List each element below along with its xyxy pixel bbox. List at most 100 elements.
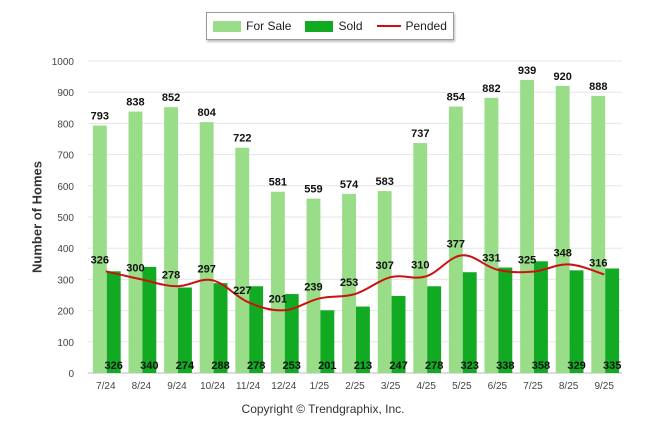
- data-label-pended: 316: [589, 257, 607, 269]
- legend-swatch-for-sale: [213, 20, 242, 32]
- bar-for-sale: [377, 191, 392, 373]
- bar-sold: [106, 271, 121, 373]
- bar-for-sale: [484, 97, 499, 373]
- line-pended: [105, 254, 605, 312]
- x-tick-label: 7/25: [523, 381, 543, 392]
- legend-item-pended[interactable]: Pended: [376, 19, 447, 33]
- data-label-pended: 201: [269, 293, 287, 305]
- bar-sold: [427, 286, 442, 373]
- bar-sold: [320, 310, 335, 373]
- bar-sold: [213, 283, 228, 373]
- data-label-pended: 297: [197, 263, 215, 275]
- legend-item-sold[interactable]: Sold: [305, 19, 363, 33]
- data-label-sold: 323: [461, 360, 479, 372]
- data-label-for-sale: 583: [375, 176, 393, 188]
- data-label-pended: 253: [340, 277, 358, 289]
- data-label-pended: 326: [91, 254, 109, 266]
- data-label-pended: 307: [375, 260, 393, 272]
- data-label-sold: 213: [354, 360, 372, 372]
- data-label-sold: 278: [247, 360, 265, 372]
- data-label-pended: 239: [304, 281, 322, 293]
- x-tick-label: 6/25: [488, 381, 508, 392]
- legend-swatch-sold: [305, 20, 334, 32]
- legend-swatch-pended: [376, 25, 401, 27]
- data-label-pended: 348: [553, 247, 571, 259]
- data-label-sold: 278: [425, 360, 443, 372]
- x-tick-label: 9/24: [167, 381, 187, 392]
- data-label-pended: 377: [447, 238, 465, 250]
- x-tick-label: 4/25: [416, 381, 436, 392]
- bar-for-sale: [342, 193, 356, 373]
- bar-sold: [534, 261, 548, 373]
- y-tick-label: 500: [57, 213, 74, 224]
- data-label-pended: 325: [518, 255, 536, 267]
- legend-label-sold: Sold: [338, 19, 363, 33]
- data-label-sold: 358: [532, 360, 550, 372]
- bar-sold: [356, 306, 370, 373]
- bar-for-sale: [413, 143, 428, 373]
- data-label-sold: 288: [211, 360, 229, 372]
- bar-sold: [284, 294, 299, 373]
- x-tick-label: 3/25: [381, 381, 401, 392]
- y-axis-title: Number of Homes: [29, 161, 45, 273]
- bar-for-sale: [235, 147, 250, 373]
- data-label-sold: 329: [567, 360, 585, 372]
- bar-for-sale: [92, 125, 107, 373]
- y-tick-label: 800: [57, 119, 74, 130]
- bar-sold: [391, 295, 406, 373]
- bar-sold: [498, 267, 513, 373]
- x-tick-label: 12/24: [271, 381, 296, 392]
- bar-sold: [142, 266, 157, 373]
- data-label-for-sale: 574: [340, 179, 359, 191]
- legend-label-for-sale: For Sale: [246, 19, 292, 33]
- y-tick-label: 400: [57, 244, 74, 255]
- bar-for-sale: [591, 95, 606, 373]
- bar-sold: [462, 272, 477, 373]
- data-label-pended: 300: [126, 262, 144, 274]
- data-label-sold: 326: [105, 360, 123, 372]
- y-tick-label: 300: [57, 275, 74, 286]
- x-tick-label: 1/25: [310, 381, 330, 392]
- data-label-for-sale: 852: [162, 92, 180, 104]
- bar-sold: [569, 270, 584, 373]
- data-label-sold: 247: [389, 360, 407, 372]
- y-tick-label: 1000: [52, 57, 75, 68]
- bar-for-sale: [448, 106, 463, 373]
- data-label-for-sale: 722: [233, 133, 251, 145]
- y-tick-label: 900: [57, 88, 74, 99]
- data-label-pended: 310: [411, 259, 429, 271]
- y-tick-label: 600: [57, 182, 74, 193]
- data-label-for-sale: 737: [411, 128, 429, 140]
- data-label-pended: 331: [482, 253, 500, 265]
- data-label-for-sale: 793: [91, 111, 109, 123]
- x-tick-label: 5/25: [452, 381, 472, 392]
- bar-sold: [605, 268, 620, 373]
- data-label-pended: 227: [233, 285, 251, 297]
- x-tick-label: 9/25: [594, 381, 614, 392]
- legend-label-pended: Pended: [405, 19, 447, 33]
- data-label-sold: 274: [176, 360, 195, 372]
- data-label-for-sale: 854: [447, 92, 466, 104]
- x-tick-label: 7/24: [96, 381, 116, 392]
- data-label-sold: 253: [283, 360, 301, 372]
- chart-legend: For Sale Sold Pended: [206, 12, 454, 40]
- y-tick-label: 700: [57, 151, 74, 162]
- data-label-for-sale: 882: [482, 83, 500, 95]
- bar-for-sale: [520, 80, 534, 374]
- y-tick-label: 200: [57, 307, 74, 318]
- data-label-for-sale: 581: [269, 177, 287, 189]
- bar-for-sale: [306, 198, 321, 373]
- legend-item-for-sale[interactable]: For Sale: [213, 19, 291, 33]
- data-label-for-sale: 920: [553, 71, 571, 83]
- copyright-text: Copyright © Trendgraphix, Inc.: [241, 402, 405, 416]
- x-tick-label: 10/24: [200, 381, 225, 392]
- x-tick-label: 8/25: [559, 381, 579, 392]
- data-label-for-sale: 804: [197, 107, 216, 119]
- bar-for-sale: [555, 85, 570, 374]
- x-tick-label: 8/24: [132, 381, 152, 392]
- bar-sold: [178, 287, 192, 373]
- x-tick-label: 11/24: [236, 381, 261, 392]
- data-label-sold: 201: [318, 360, 336, 372]
- data-label-for-sale: 838: [126, 97, 144, 109]
